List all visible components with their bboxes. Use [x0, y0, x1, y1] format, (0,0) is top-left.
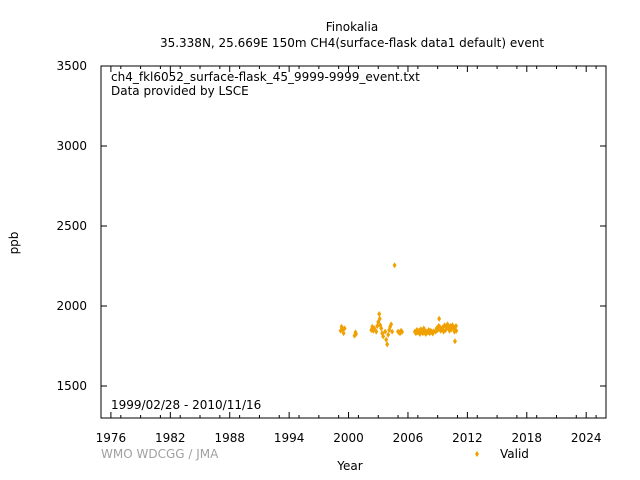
data-point-78	[453, 323, 458, 329]
y-tick-label-0: 1500	[56, 379, 87, 393]
data-point-29	[392, 262, 397, 269]
y-tick-label-2: 2500	[56, 219, 87, 233]
data-point-3	[341, 330, 346, 337]
data-point-20	[381, 333, 386, 340]
x-tick-label-4: 2000	[333, 431, 364, 445]
data-point-27	[389, 321, 394, 328]
annotation-provider: Data provided by LSCE	[111, 84, 249, 98]
data-point-76	[452, 338, 457, 345]
data-point-28	[390, 328, 395, 335]
data-point-79	[454, 327, 459, 334]
data-point-18	[379, 325, 384, 332]
date-range-label: 1999/02/28 - 2010/11/16	[111, 398, 261, 412]
x-tick-label-1: 1982	[155, 431, 186, 445]
data-point-16	[377, 315, 382, 322]
x-tick-label-6: 2012	[452, 431, 483, 445]
legend-label-valid: Valid	[500, 447, 529, 461]
y-tick-label-3: 3000	[56, 139, 87, 153]
x-axis-label: Year	[337, 459, 363, 473]
data-point-15	[377, 311, 382, 317]
data-point-24	[386, 331, 391, 338]
annotation-filename: ch4_fkl6052_surface-flask_45_9999-9999_e…	[111, 70, 420, 84]
data-point-12	[374, 328, 379, 335]
x-tick-label-0: 1976	[96, 431, 127, 445]
plot-frame	[100, 65, 607, 419]
credit-text: WMO WDCGG / JMA	[101, 447, 219, 461]
data-point-22	[384, 336, 389, 343]
data-point-11	[372, 325, 377, 332]
x-tick-label-5: 2006	[393, 431, 424, 445]
x-tick-label-2: 1988	[214, 431, 245, 445]
data-point-34	[400, 328, 405, 335]
x-tick-label-3: 1994	[274, 431, 305, 445]
y-tick-label-1: 2000	[56, 299, 87, 313]
y-tick-label-4: 3500	[56, 59, 87, 73]
legend-marker-valid	[475, 451, 479, 457]
data-point-59	[437, 315, 442, 322]
data-point-23	[385, 341, 390, 348]
chart-title: Finokalia	[325, 20, 379, 34]
chart-subtitle: 35.338N, 25.669E 150m CH4(surface-flask …	[159, 36, 545, 50]
x-tick-label-7: 2018	[512, 431, 543, 445]
data-point-21	[383, 328, 388, 335]
x-tick-label-8: 2024	[571, 431, 602, 445]
data-point-7	[353, 331, 358, 337]
data-point-4	[342, 325, 347, 332]
